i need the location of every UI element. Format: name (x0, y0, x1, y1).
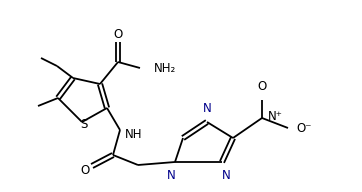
Text: N: N (222, 169, 230, 182)
Text: NH: NH (125, 128, 143, 142)
Text: O: O (257, 80, 267, 93)
Text: N: N (203, 102, 211, 115)
Text: S: S (80, 118, 88, 132)
Text: NH₂: NH₂ (154, 61, 176, 74)
Text: O⁻: O⁻ (296, 122, 311, 136)
Text: N: N (167, 169, 175, 182)
Text: O: O (80, 164, 90, 176)
Text: N⁺: N⁺ (268, 109, 283, 122)
Text: O: O (113, 28, 123, 41)
